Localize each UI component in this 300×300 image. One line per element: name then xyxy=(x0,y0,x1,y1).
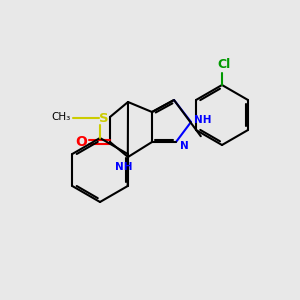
Text: NH: NH xyxy=(194,115,212,125)
Text: CH₃: CH₃ xyxy=(51,112,70,122)
Text: Cl: Cl xyxy=(218,58,231,71)
Text: O: O xyxy=(75,135,87,149)
Text: NH: NH xyxy=(115,162,133,172)
Text: S: S xyxy=(99,112,109,124)
Text: N: N xyxy=(180,141,188,151)
